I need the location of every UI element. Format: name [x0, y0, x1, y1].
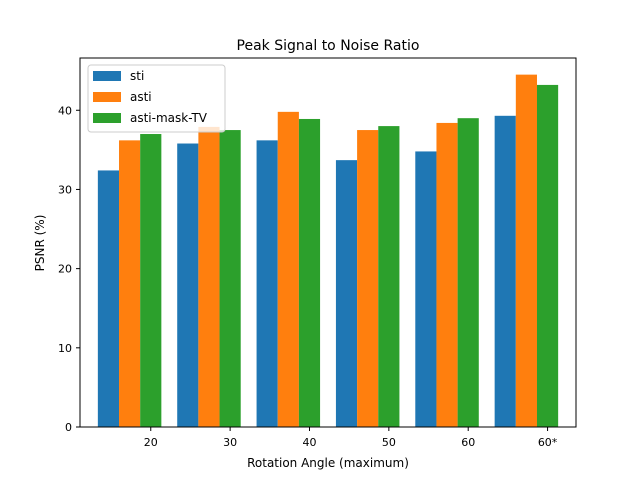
bar-asti-60: [436, 122, 458, 428]
x-tick-label: 30: [223, 436, 237, 449]
y-axis-label: PSNR (%): [33, 215, 47, 272]
bar-sti-40: [256, 140, 278, 427]
bar-asti-mask-TV-30: [219, 130, 241, 427]
x-tick-label: 60*: [538, 436, 558, 449]
y-tick-label: 10: [58, 342, 72, 355]
bar-sti-50: [335, 160, 358, 427]
legend-swatch-asti-mask-TV: [93, 113, 121, 123]
bar-asti-mask-TV-40: [298, 118, 321, 427]
legend-swatch-sti: [93, 71, 121, 81]
bar-asti-30: [198, 126, 220, 427]
bar-asti-mask-TV-20: [140, 134, 162, 427]
legend-box: [87, 64, 226, 133]
axes-layer: 0 10 20 30 40 20 30 40 50 60 60*: [58, 57, 577, 449]
y-tick-label: 0: [65, 421, 72, 434]
x-tick-label: 20: [144, 436, 158, 449]
legend-label-asti: asti: [130, 90, 152, 104]
bar-asti-50: [357, 130, 379, 427]
x-tick-label: 40: [302, 436, 316, 449]
x-tick-label: 50: [382, 436, 396, 449]
legend: sti asti asti-mask-TV: [87, 64, 226, 133]
x-tick-label: 60: [461, 436, 475, 449]
legend-label-asti-mask-TV: asti-mask-TV: [130, 111, 208, 125]
y-tick-label: 40: [58, 104, 72, 117]
y-tick-label: 30: [58, 183, 72, 196]
bars-layer: [97, 74, 559, 428]
bar-sti-60*: [494, 115, 516, 428]
x-axis-label: Rotation Angle (maximum): [247, 456, 409, 470]
bar-asti-mask-TV-50: [378, 126, 400, 427]
bar-sti-60: [415, 151, 437, 427]
bar-sti-20: [97, 170, 120, 427]
bar-asti-mask-TV-60: [457, 118, 479, 428]
chart-title: Peak Signal to Noise Ratio: [237, 38, 420, 54]
legend-label-sti: sti: [130, 69, 144, 83]
bar-asti-40: [277, 111, 299, 427]
plot-frame: [79, 57, 577, 428]
bar-asti-mask-TV-60*: [536, 84, 559, 428]
bar-asti-20: [119, 140, 141, 427]
bar-sti-30: [177, 143, 199, 427]
legend-swatch-asti: [93, 92, 121, 102]
y-tick-label: 20: [58, 263, 72, 276]
bar-asti-60*: [515, 74, 537, 427]
